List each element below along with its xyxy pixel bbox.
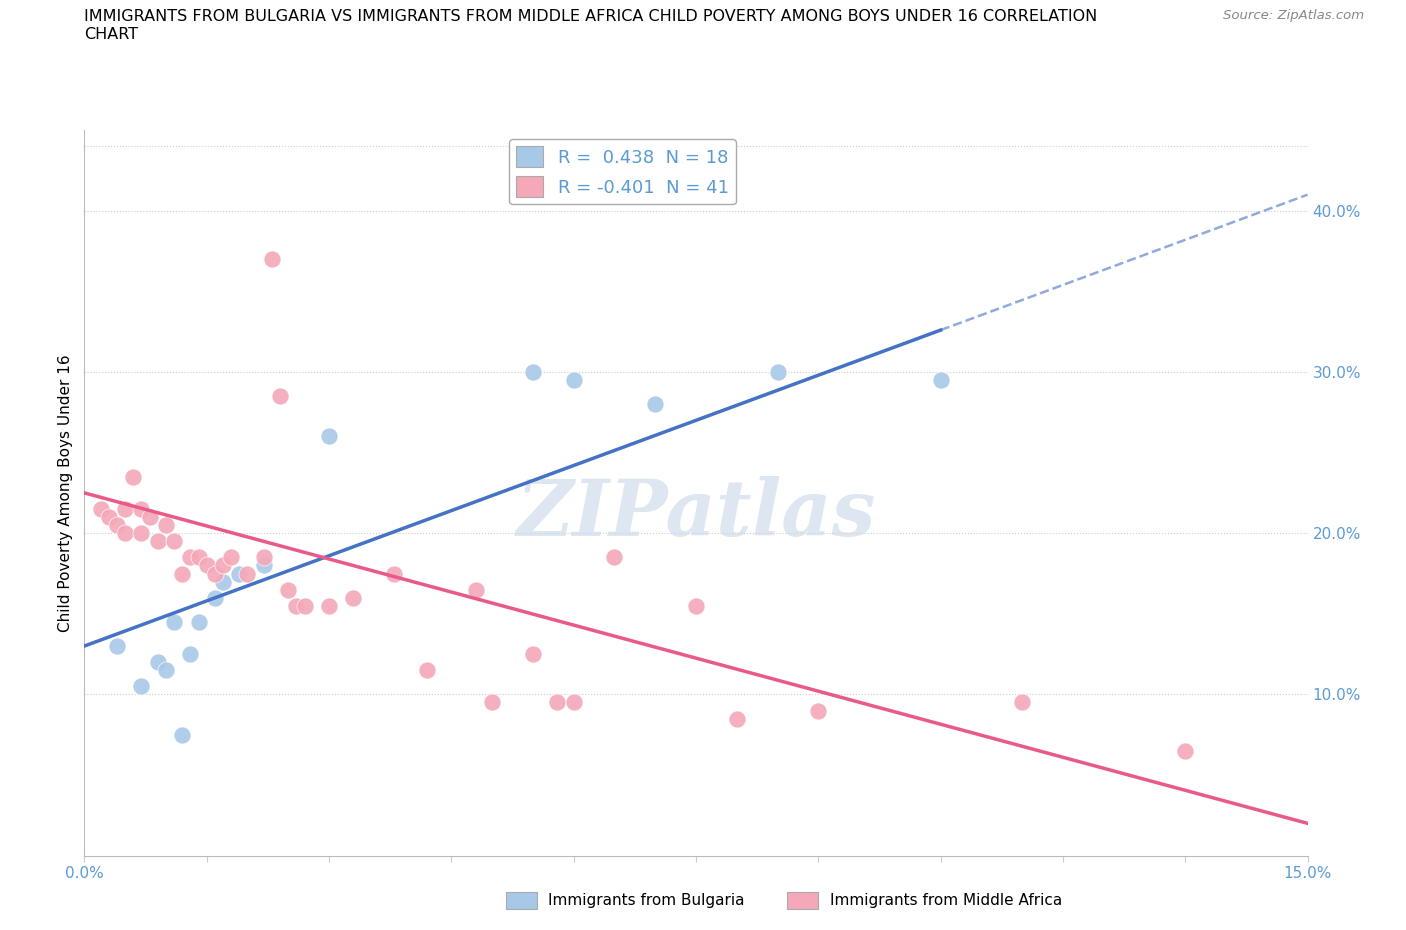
Point [163,615,186,630]
Point [114,525,136,540]
Point [277,582,299,597]
Y-axis label: Child Poverty Among Boys Under 16: Child Poverty Among Boys Under 16 [58,354,73,631]
Point [212,574,235,589]
Text: Immigrants from Middle Africa: Immigrants from Middle Africa [830,893,1062,908]
Point [766,365,789,379]
Point [562,373,585,388]
Point [204,566,226,581]
Point [195,558,218,573]
Point [285,598,308,613]
Point [342,591,364,605]
Point [155,663,177,678]
Point [253,558,276,573]
Point [105,639,128,654]
Point [114,501,136,516]
Point [318,429,340,444]
Point [253,550,276,565]
Point [522,365,544,379]
Point [163,534,186,549]
Point [416,663,439,678]
Legend: R =  0.438  N = 18, R = -0.401  N = 41: R = 0.438 N = 18, R = -0.401 N = 41 [509,140,737,205]
Point [155,518,177,533]
Point [219,550,242,565]
Point [807,703,830,718]
Point [382,566,405,581]
Point [269,389,291,404]
Point [318,598,340,613]
Point [138,510,160,525]
Point [228,566,250,581]
Point [90,501,112,516]
Point [929,373,952,388]
Point [105,518,128,533]
Point [179,550,201,565]
Point [122,470,145,485]
Point [522,646,544,661]
Point [562,695,585,710]
Point [212,558,235,573]
Point [187,615,209,630]
Point [179,646,201,661]
Point [172,727,194,742]
Point [603,550,626,565]
Point [1174,743,1197,758]
Point [1011,695,1033,710]
Point [97,510,120,525]
Text: Source: ZipAtlas.com: Source: ZipAtlas.com [1223,9,1364,22]
Point [481,695,503,710]
Point [546,695,568,710]
Point [146,534,169,549]
Point [725,711,748,726]
Point [294,598,316,613]
Text: Immigrants from Bulgaria: Immigrants from Bulgaria [548,893,745,908]
Point [464,582,486,597]
Point [644,397,666,412]
Point [131,679,153,694]
Point [172,566,194,581]
Text: IMMIGRANTS FROM BULGARIA VS IMMIGRANTS FROM MIDDLE AFRICA CHILD POVERTY AMONG BO: IMMIGRANTS FROM BULGARIA VS IMMIGRANTS F… [84,9,1098,42]
Point [131,501,153,516]
Text: ZIPatlas: ZIPatlas [516,476,876,553]
Point [131,525,153,540]
Point [204,591,226,605]
Point [187,550,209,565]
Point [685,598,707,613]
Point [236,566,259,581]
Point [260,252,283,267]
Point [146,655,169,670]
